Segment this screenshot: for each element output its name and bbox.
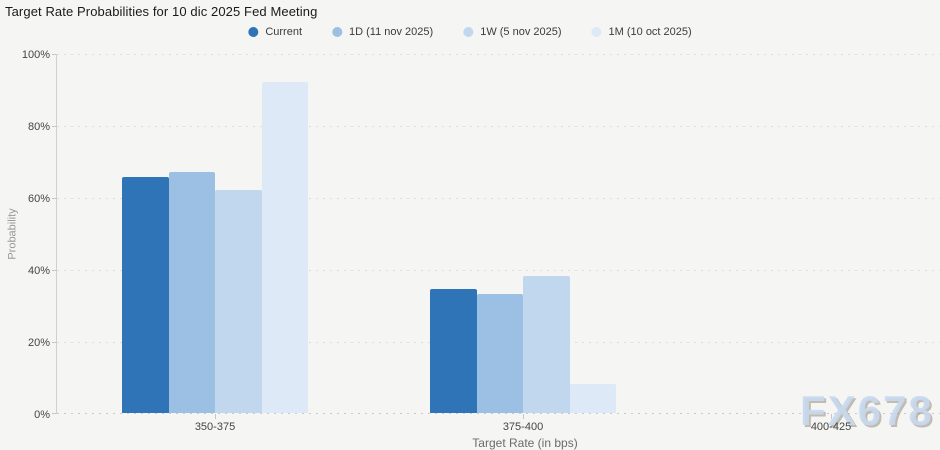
y-axis-title-wrap: Probability [0,54,26,414]
y-tick-label: 100% [21,48,50,61]
legend-item-1m[interactable]: 1M (10 oct 2025) [591,26,692,38]
legend-label: 1W (5 nov 2025) [480,26,562,38]
chart-title: Target Rate Probabilities for 10 dic 202… [5,4,318,19]
y-axis-tick [52,198,56,199]
bar-1d-350-375[interactable] [168,171,215,413]
x-axis-title: Target Rate (in bps) [472,436,578,450]
y-tick-label: 20% [27,336,50,349]
legend-label: 1D (11 nov 2025) [349,26,434,38]
gridline-100 [57,54,940,55]
legend-item-current[interactable]: Current [248,26,302,38]
legend-dot-icon [332,27,343,37]
gridline-40 [57,270,940,271]
gridline-80 [57,126,940,127]
y-tick-label: 0% [34,408,50,421]
y-tick-label: 40% [27,264,50,277]
plot-area: 0% 20% 40% 60% 80% 100% 350-375 375-400 400-425 [22,49,940,433]
legend-dot-icon [463,27,474,37]
legend-dot-icon [591,27,602,37]
x-category-label: 400-425 [810,421,852,433]
x-axis-tick [215,414,216,419]
bar-current-375-400[interactable] [430,288,477,413]
bar-1m-350-375[interactable] [261,82,308,413]
bar-current-350-375[interactable] [122,177,169,413]
y-tick-label: 80% [27,120,50,133]
gridline-60 [57,198,940,199]
bar-1w-350-375[interactable] [215,189,262,413]
x-category-label: 350-375 [194,421,236,433]
y-axis-tick [52,126,56,127]
x-axis-tick [831,414,832,419]
legend-label: Current [265,26,303,38]
bar-1w-375-400[interactable] [523,276,570,413]
x-axis-baseline [57,413,940,414]
legend-dot-icon [248,27,259,37]
y-axis-tick [52,413,56,414]
y-axis-line [56,54,57,414]
legend-label: 1M (10 oct 2025) [608,26,692,38]
y-axis-title: Probability [7,208,20,260]
y-axis-tick [52,270,56,271]
x-category-label: 375-400 [502,421,544,433]
y-tick-label: 60% [27,192,50,205]
bar-1d-375-400[interactable] [476,294,523,413]
bar-1m-375-400[interactable] [569,383,616,413]
legend-item-1w[interactable]: 1W (5 nov 2025) [463,26,562,38]
y-axis-tick [52,54,56,55]
legend-item-1d[interactable]: 1D (11 nov 2025) [332,26,433,38]
chart-legend: Current 1D (11 nov 2025) 1W (5 nov 2025) 1M… [248,26,692,38]
y-axis-tick [52,342,56,343]
x-axis-tick [523,414,524,419]
